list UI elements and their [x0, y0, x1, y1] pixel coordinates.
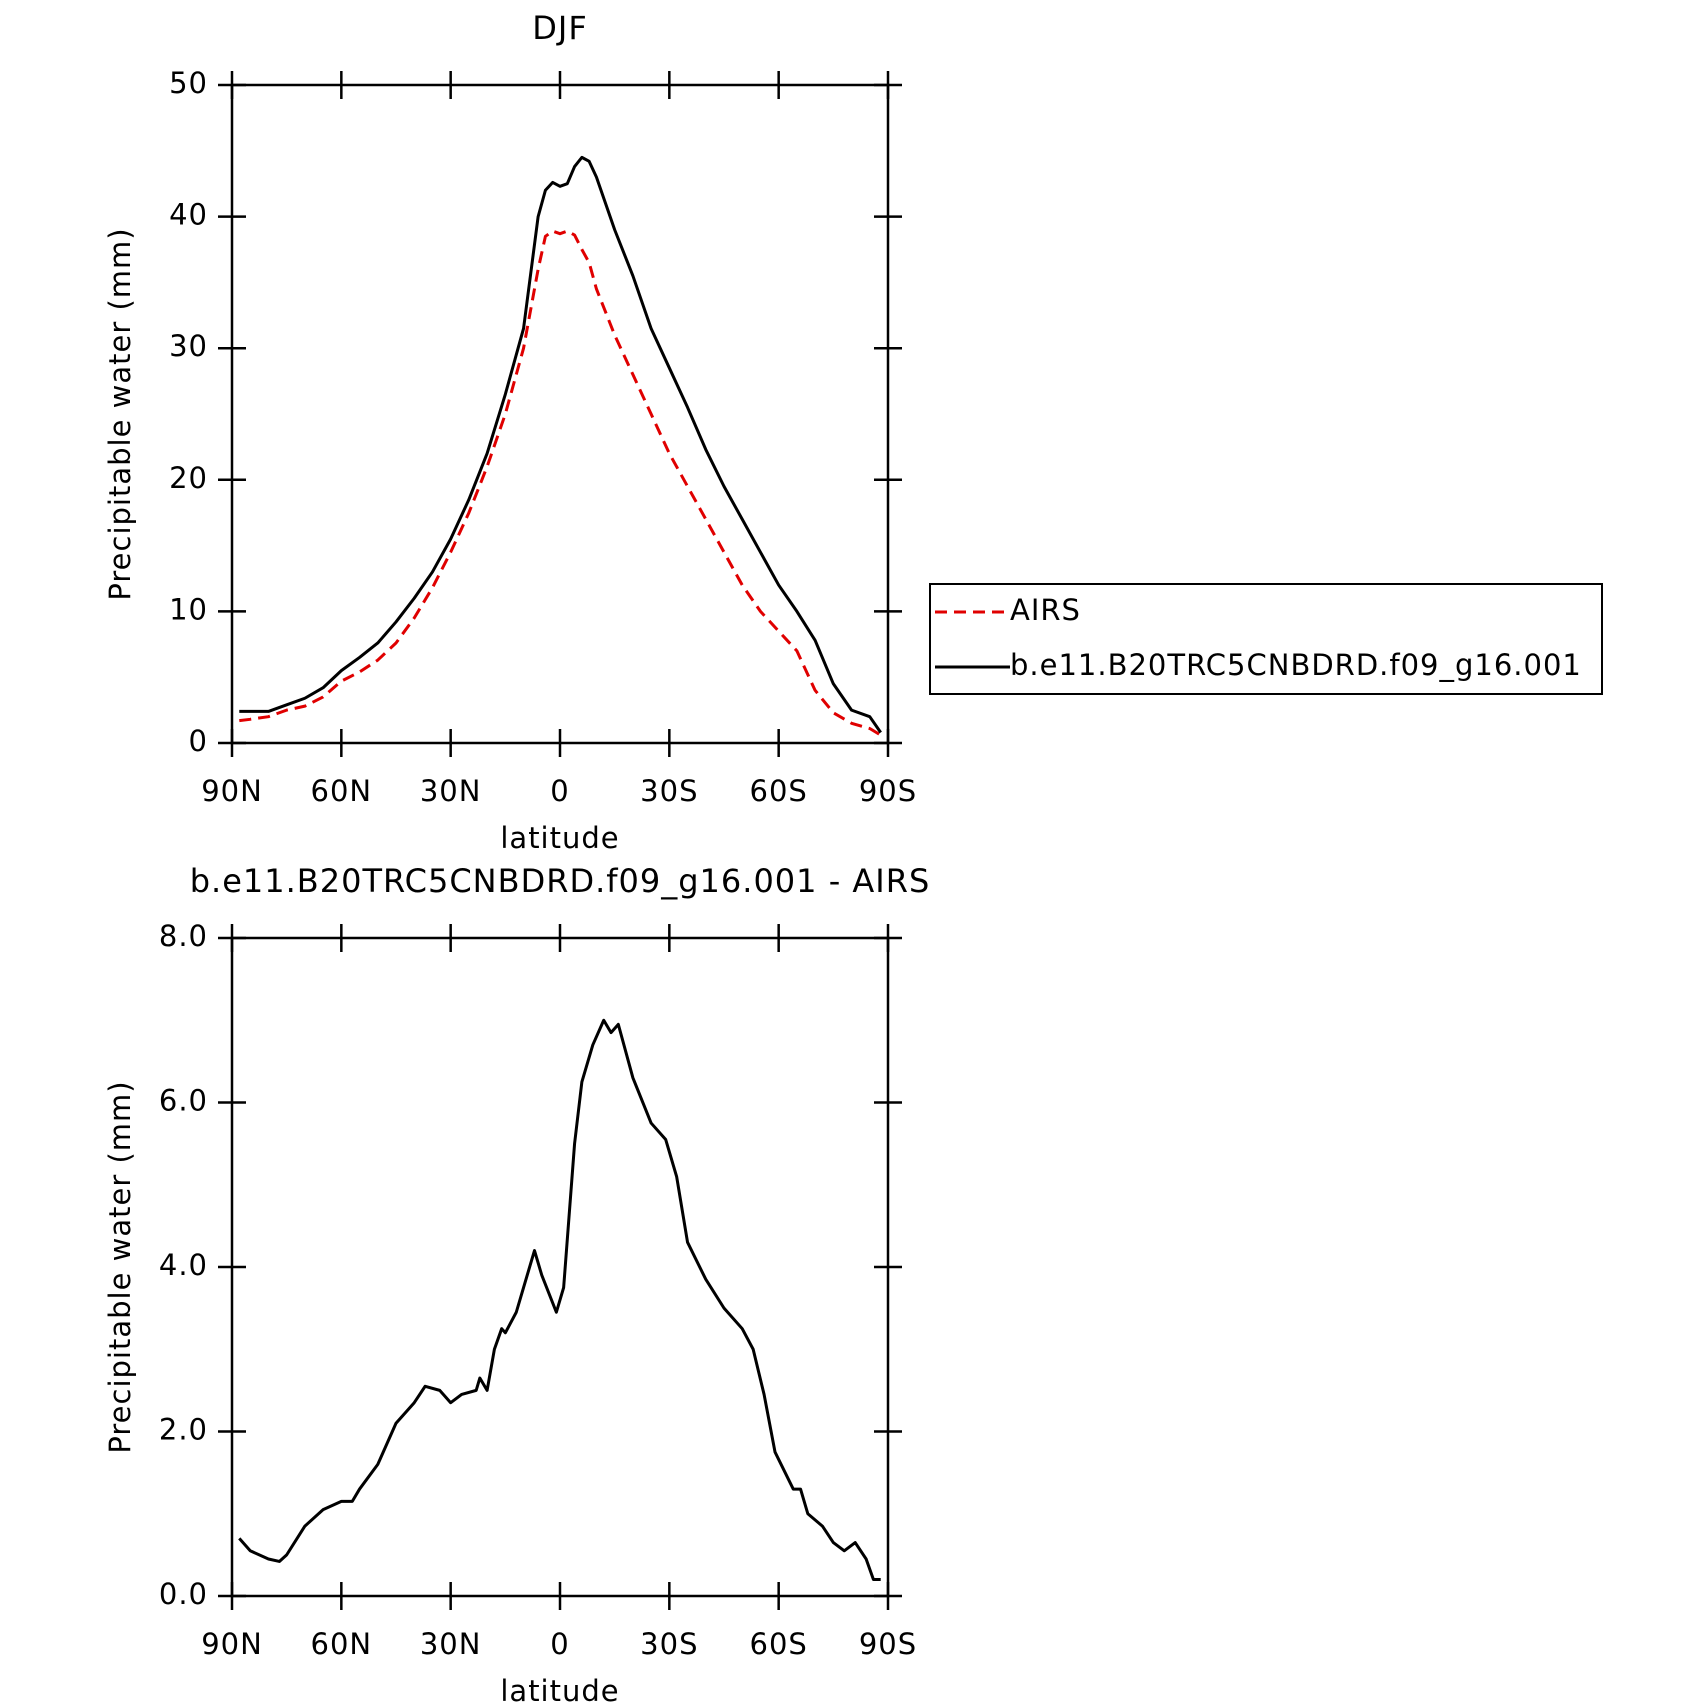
x-tick-label: 90S	[859, 774, 917, 808]
x-tick-label: 90N	[201, 1627, 263, 1661]
y-tick-label: 4.0	[159, 1248, 208, 1282]
plot-frame	[230, 83, 890, 745]
x-tick-label: 30S	[640, 774, 698, 808]
legend-box	[929, 583, 1603, 695]
plot-frame	[230, 936, 890, 1598]
chart-title: b.e11.B20TRC5CNBDRD.f09_g16.001 - AIRS	[190, 862, 931, 900]
y-tick-label: 0.0	[159, 1577, 208, 1611]
legend: AIRS b.e11.B20TRC5CNBDRD.f09_g16.001	[929, 583, 1603, 695]
y-tick-label: 2.0	[159, 1413, 208, 1447]
y-tick-label: 0	[189, 724, 208, 758]
legend-label: b.e11.B20TRC5CNBDRD.f09_g16.001	[1010, 648, 1582, 682]
x-tick-label: 30N	[420, 1627, 482, 1661]
y-tick-label: 30	[169, 329, 208, 363]
data-line	[239, 155, 882, 734]
y-tick-label: 20	[169, 461, 208, 495]
x-axis-label: latitude	[500, 1674, 619, 1708]
x-tick-label: 90S	[859, 1627, 917, 1661]
y-tick-label: 8.0	[159, 919, 208, 953]
x-tick-label: 0	[550, 1627, 569, 1661]
legend-label: AIRS	[1010, 593, 1081, 627]
x-tick-label: 60S	[750, 774, 808, 808]
y-tick-label: 50	[169, 66, 208, 100]
data-line	[239, 229, 882, 737]
y-tick-label: 10	[169, 592, 208, 626]
y-tick-label: 6.0	[159, 1084, 208, 1118]
x-tick-label: 30N	[420, 774, 482, 808]
x-tick-label: 0	[550, 774, 569, 808]
chart-title: DJF	[532, 9, 587, 47]
y-tick-label: 40	[169, 198, 208, 232]
y-axis-label: Precipitable water (mm)	[103, 1080, 137, 1453]
x-tick-label: 30S	[640, 1627, 698, 1661]
x-axis-label: latitude	[500, 821, 619, 855]
x-tick-label: 60S	[750, 1627, 808, 1661]
x-tick-label: 90N	[201, 774, 263, 808]
data-line	[238, 1018, 881, 1582]
x-tick-label: 60N	[311, 774, 373, 808]
y-axis-label: Precipitable water (mm)	[103, 227, 137, 600]
x-tick-label: 60N	[311, 1627, 373, 1661]
